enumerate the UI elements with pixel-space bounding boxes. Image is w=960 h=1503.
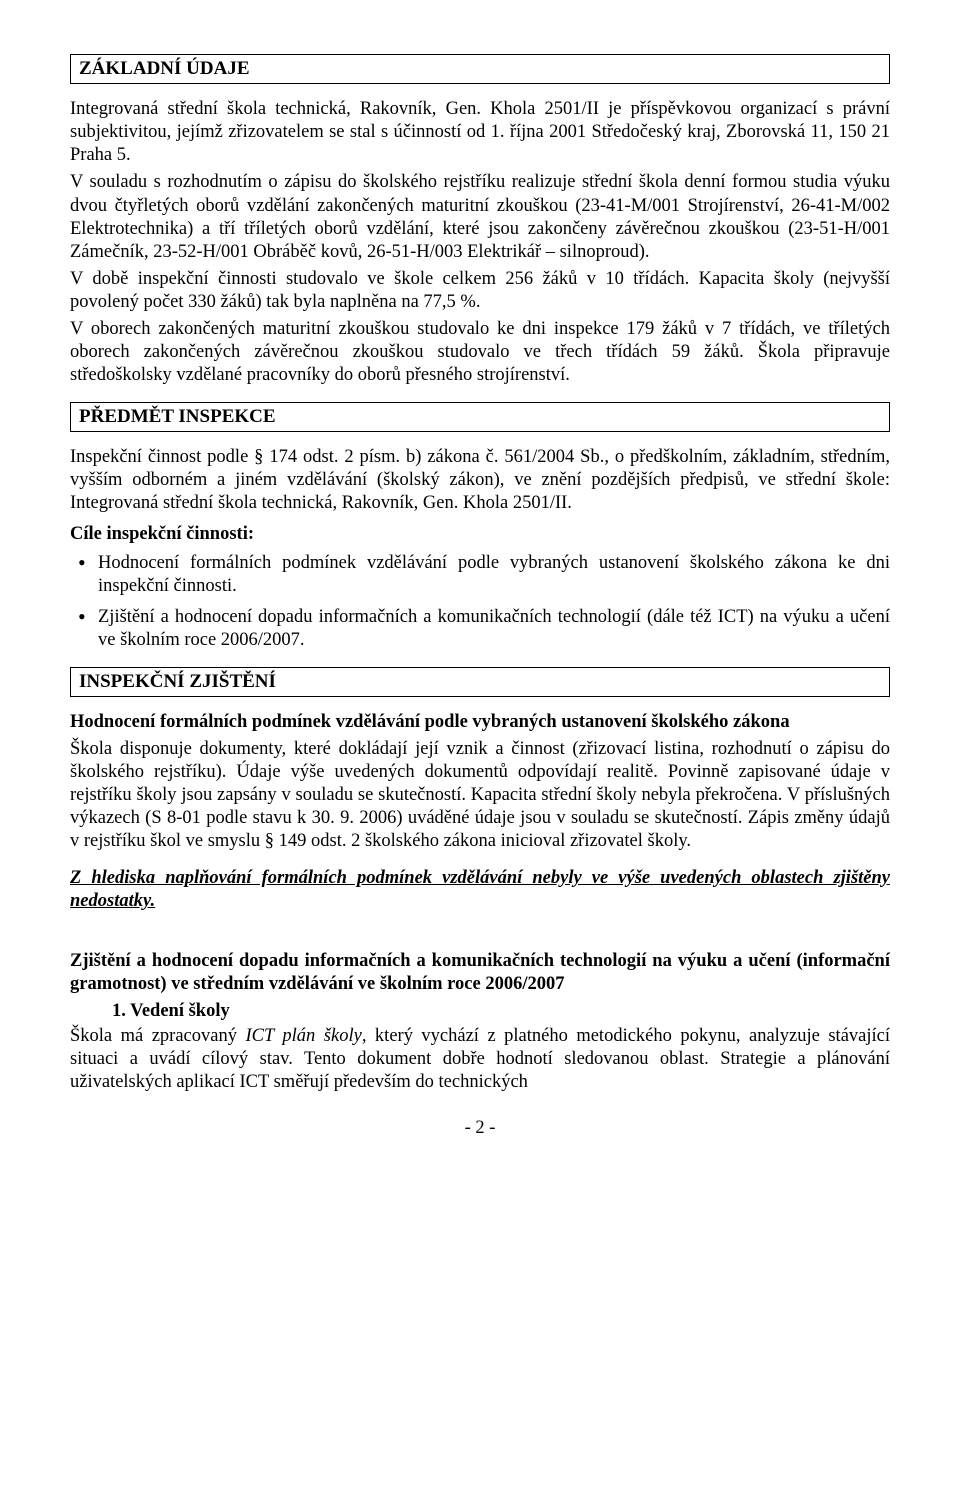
paragraph: Škola má zpracovaný ICT plán školy, kter… <box>70 1025 890 1094</box>
spacer <box>70 857 890 867</box>
goals-label: Cíle inspekční činnosti: <box>70 523 890 546</box>
list-item: Hodnocení formálních podmínek vzdělávání… <box>98 552 890 598</box>
goals-list: Hodnocení formálních podmínek vzdělávání… <box>70 552 890 653</box>
paragraph: Integrovaná střední škola technická, Rak… <box>70 98 890 167</box>
page-number: - 2 - <box>70 1118 890 1139</box>
text-run: Škola má zpracovaný <box>70 1026 245 1046</box>
subheading-ict-dopad: Zjištění a hodnocení dopadu informačních… <box>70 950 890 996</box>
numbered-list: 1. Vedení školy <box>70 1000 890 1023</box>
list-item: Zjištění a hodnocení dopadu informačních… <box>98 606 890 652</box>
spacer <box>70 918 890 936</box>
subheading-formalni-podminky: Hodnocení formálních podmínek vzdělávání… <box>70 711 890 734</box>
heading-text: INSPEKČNÍ ZJIŠTĚNÍ <box>79 671 276 692</box>
paragraph: V době inspekční činnosti studovalo ve š… <box>70 268 890 314</box>
heading-text: ZÁKLADNÍ ÚDAJE <box>79 58 250 79</box>
heading-zakladni-udaje: ZÁKLADNÍ ÚDAJE <box>70 54 890 84</box>
heading-inspekcni-zjisteni: INSPEKČNÍ ZJIŠTĚNÍ <box>70 667 890 697</box>
heading-text: PŘEDMĚT INSPEKCE <box>79 406 276 427</box>
numbered-item-vedeni-skoly: 1. Vedení školy <box>112 1000 890 1023</box>
paragraph: Inspekční činnost podle § 174 odst. 2 pí… <box>70 446 890 515</box>
paragraph: V oborech zakončených maturitní zkouškou… <box>70 318 890 387</box>
paragraph: V souladu s rozhodnutím o zápisu do škol… <box>70 171 890 264</box>
page: ZÁKLADNÍ ÚDAJE Integrovaná střední škola… <box>0 0 960 1169</box>
text-run-italic: ICT plán školy <box>245 1026 361 1046</box>
paragraph: Škola disponuje dokumenty, které dokláda… <box>70 738 890 854</box>
heading-predmet-inspekce: PŘEDMĚT INSPEKCE <box>70 402 890 432</box>
summary-statement: Z hlediska naplňování formálních podmíne… <box>70 867 890 913</box>
